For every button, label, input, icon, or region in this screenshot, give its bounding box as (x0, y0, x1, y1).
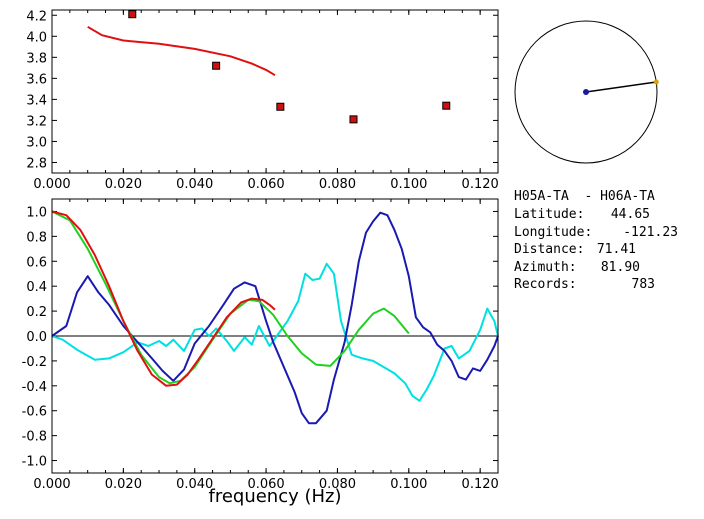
dispersion-point (128, 10, 137, 19)
x-tick-label: 0.080 (319, 477, 356, 492)
correlation-panel: 0.000 0.020 0.040 0.060 0.080 0.100 0.120 -1.0 -… (22, 198, 499, 507)
y-tick-label: -0.2 (22, 355, 47, 370)
dispersion-point (442, 101, 451, 110)
dispersion-point (349, 115, 358, 124)
correlation-series-line (51, 211, 499, 425)
correlation-series-line (51, 210, 276, 387)
longitude-value: -121.23 (623, 225, 678, 240)
correlation-series-layer (51, 210, 499, 425)
azimuth-value: 81.90 (601, 260, 640, 275)
x-tick-label: 0.100 (390, 477, 427, 492)
x-tick-label: 0.000 (33, 477, 70, 492)
y-tick-label: 3.6 (26, 72, 47, 87)
dispersion-point (212, 61, 221, 70)
y-tick-label: 0.0 (26, 330, 47, 345)
y-tick-label: 2.8 (26, 156, 47, 171)
x-tick-label: 0.120 (462, 177, 499, 192)
y-tick-label: 0.8 (26, 230, 47, 245)
y-tick-label: -1.0 (22, 455, 47, 470)
x-tick-label: 0.060 (247, 177, 284, 192)
x-tick-label: 0.020 (105, 177, 142, 192)
compass-needle (585, 81, 657, 93)
azimuth-compass (514, 20, 659, 164)
longitude-label: Longitude: (514, 225, 592, 240)
correlation-series-line (51, 210, 410, 385)
y-tick-label: 0.6 (26, 255, 47, 270)
dispersion-panel: 0.000 0.020 0.040 0.060 0.080 0.100 0.120 2.8 3.… (26, 9, 498, 192)
y-tick-label: 4.0 (26, 30, 47, 45)
x-axis-title: frequency (Hz) (208, 486, 341, 507)
x-tick-label: 0.100 (390, 177, 427, 192)
y-tick-label: 3.8 (26, 51, 47, 66)
y-tick-label: -0.6 (22, 405, 47, 420)
correlation-series-line (51, 262, 499, 402)
y-tick-label: 3.0 (26, 135, 47, 150)
y-tick-label: 3.4 (26, 93, 47, 108)
latitude-value: 44.65 (611, 207, 650, 222)
compass-circle (514, 20, 658, 164)
correlation-ticks: 0.000 0.020 0.040 0.060 0.080 0.100 0.120 -1.0 -… (22, 199, 499, 492)
dispersion-points-layer (128, 10, 451, 124)
dispersion-curve-layer (87, 25, 276, 77)
y-tick-label: -0.4 (22, 380, 47, 395)
compass-center-dot (583, 89, 589, 95)
distance-label: Distance: (514, 242, 584, 257)
distance-value: 71.41 (597, 242, 636, 257)
x-tick-label: 0.000 (33, 177, 70, 192)
azimuth-label: Azimuth: (514, 260, 577, 275)
dispersion-point (276, 102, 285, 111)
x-tick-label: 0.120 (462, 477, 499, 492)
x-tick-label: 0.020 (105, 477, 142, 492)
x-tick-label: 0.040 (176, 177, 213, 192)
y-tick-label: -0.8 (22, 430, 47, 445)
x-tick-label: 0.040 (176, 477, 213, 492)
station-info: H05A-TA - H06A-TA Latitude: 44.65 Longit… (514, 189, 678, 292)
latitude-label: Latitude: (514, 207, 584, 222)
dispersion-curve (87, 25, 276, 77)
y-tick-label: 1.0 (26, 205, 47, 220)
y-tick-label: 3.2 (26, 114, 47, 129)
y-tick-label: 0.2 (26, 305, 47, 320)
y-tick-label: 4.2 (26, 9, 47, 24)
station-pair: H05A-TA - H06A-TA (514, 189, 655, 204)
dispersion-ticks: 0.000 0.020 0.040 0.060 0.080 0.100 0.120 2.8 3.… (26, 9, 498, 192)
dispersion-plot-frame (51, 9, 499, 174)
y-tick-label: 0.4 (26, 280, 47, 295)
compass-tip-dot (653, 79, 659, 85)
x-tick-label: 0.080 (319, 177, 356, 192)
records-value: 783 (632, 277, 655, 292)
records-label: Records: (514, 277, 577, 292)
correlation-plot-frame (51, 198, 499, 474)
x-tick-label: 0.060 (247, 477, 284, 492)
